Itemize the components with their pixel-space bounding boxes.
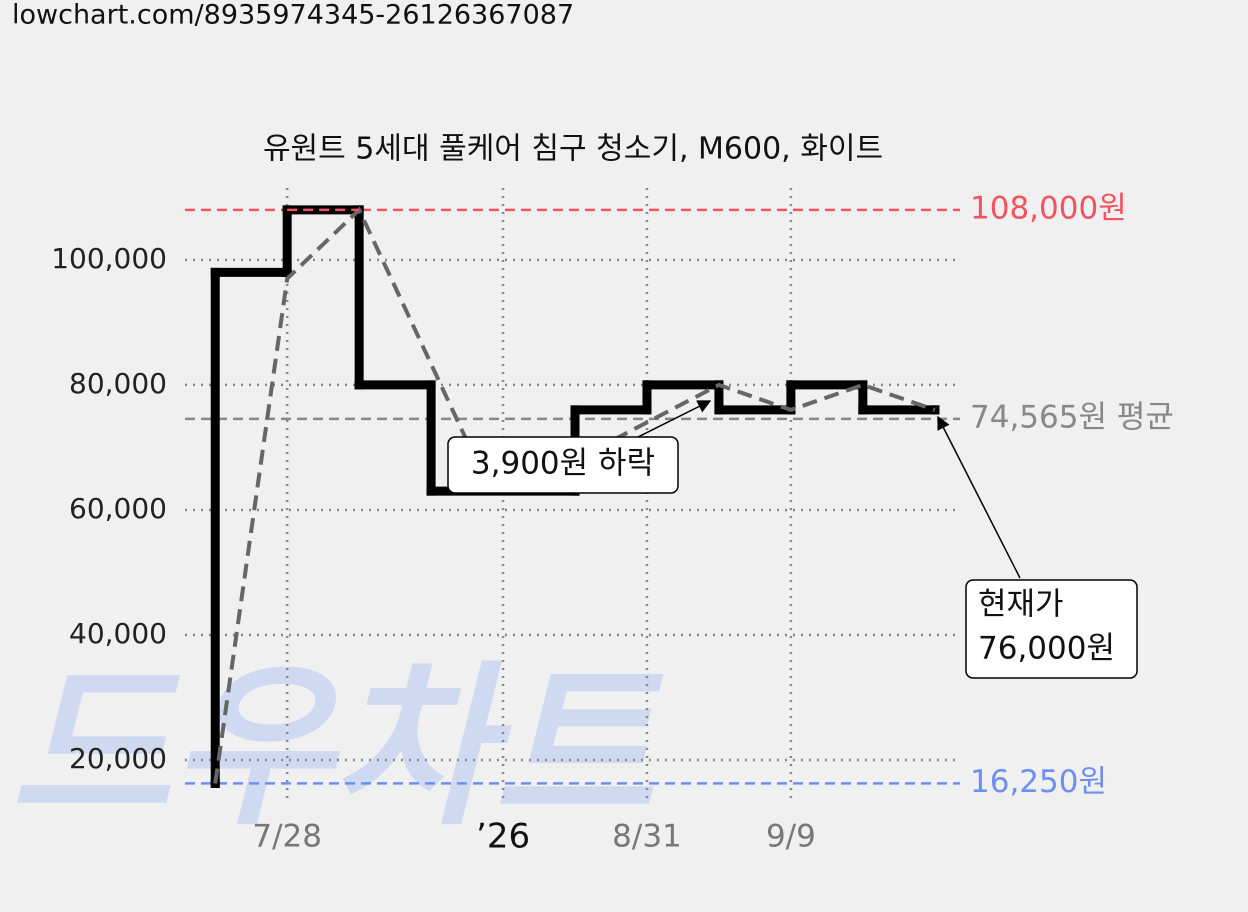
x-tick-label: 7/28 (252, 819, 322, 855)
chart-title: 유원트 5세대 풀케어 침구 청소기, M600, 화이트 (263, 132, 883, 167)
annotation-text: 현재가 (978, 587, 1064, 623)
annotation-arrow (937, 415, 1021, 579)
reference-label: 74,565원 평균 (970, 399, 1174, 435)
average-line (213, 206, 936, 784)
annotation-text: 76,000원 (978, 631, 1115, 667)
x-tick-label: ’26 (476, 817, 530, 857)
watermark: 드우차트 (10, 647, 664, 850)
annotation-box (965, 579, 1138, 679)
x-tick-label: 9/9 (766, 819, 816, 855)
annotation-box (447, 436, 679, 494)
page-url: lowchart.com/8935974345-26126367087 (12, 0, 574, 31)
reference-label: 108,000원 (970, 190, 1127, 226)
y-tick-label: 100,000 (51, 242, 167, 275)
annotation-text: 3,900원 하락 (471, 446, 655, 482)
y-tick-label: 60,000 (69, 492, 167, 525)
y-tick-label: 40,000 (69, 617, 167, 650)
y-tick-label: 20,000 (69, 742, 167, 775)
reference-label: 16,250원 (970, 764, 1107, 800)
y-tick-label: 80,000 (69, 367, 167, 400)
x-tick-label: 8/31 (612, 819, 682, 855)
